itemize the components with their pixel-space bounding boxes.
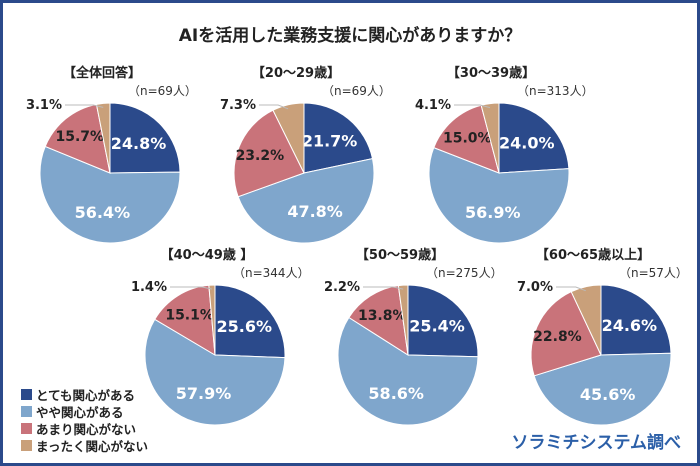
pie-slice — [407, 284, 479, 358]
pie-slice — [233, 109, 305, 198]
sample-size: （n=313人） — [517, 84, 594, 98]
leader-line — [170, 286, 213, 290]
leader-line — [65, 104, 104, 108]
legend-item: やや関心がある — [21, 403, 148, 420]
sample-size: （n=69人） — [128, 84, 197, 98]
pie-slice — [303, 102, 374, 174]
data-label: 56.9% — [465, 203, 521, 222]
pie-title: 【全体回答】 — [63, 65, 141, 81]
legend-label: とても関心がある — [36, 388, 136, 403]
data-label: 25.4% — [409, 317, 465, 336]
pie-slice — [433, 104, 500, 174]
pie-slice — [95, 102, 111, 174]
pie-slice — [498, 102, 570, 174]
data-label: 3.1% — [26, 98, 62, 113]
pie-slice — [208, 284, 216, 356]
pie-title: 【30〜39歳】 — [447, 65, 535, 81]
data-label: 7.3% — [220, 98, 256, 113]
pie-slice — [237, 157, 375, 244]
pie-charts: 【全体回答】 （n=69人） 24.8% 56.4% 15.7% 3.1% 【20〜29歳】… — [26, 65, 688, 426]
data-label: 7.0% — [517, 280, 553, 295]
data-label: 56.4% — [75, 203, 131, 222]
pie-slice — [600, 284, 672, 356]
data-label: 15.7% — [55, 129, 104, 145]
data-label: 22.8% — [533, 329, 582, 345]
legend-item: とても関心がある — [21, 386, 148, 403]
leader-line — [454, 104, 491, 109]
sample-size: （n=69人） — [322, 84, 391, 98]
sample-size: （n=275人） — [426, 266, 503, 280]
pie-title: 【20〜29歳】 — [252, 65, 340, 81]
pie-slice — [533, 352, 672, 426]
chart-title: AIを活用した業務支援に関心がありますか？ — [178, 26, 522, 46]
legend-swatch — [21, 440, 32, 451]
pie-slice — [348, 285, 409, 357]
data-label: 58.6% — [368, 384, 424, 403]
legend-item: あまり関心がない — [21, 420, 148, 437]
data-label: 15.0% — [443, 130, 492, 146]
sample-size: （n=344人） — [233, 266, 310, 280]
pie-title: 【40〜49歳 】 — [161, 247, 254, 263]
data-label: 57.9% — [176, 384, 232, 403]
legend-label: あまり関心がない — [36, 422, 137, 437]
legend-label: まったく関心がない — [36, 439, 149, 454]
data-label: 23.2% — [236, 148, 285, 164]
data-label: 45.6% — [580, 385, 636, 404]
data-label: 47.8% — [287, 202, 343, 221]
data-label: 25.6% — [216, 317, 272, 336]
legend-swatch — [21, 389, 32, 400]
pie-slice — [530, 290, 602, 377]
leader-line — [556, 286, 586, 292]
data-label: 24.6% — [602, 316, 658, 335]
pie-slice — [109, 102, 181, 174]
data-label: 13.8% — [358, 308, 407, 324]
legend-item: まったく関心がない — [21, 437, 148, 454]
pie-slice — [428, 146, 570, 244]
pie-slice — [154, 284, 216, 356]
pie-title: 【60〜65歳以上】 — [536, 247, 650, 263]
leader-line — [363, 286, 404, 290]
legend-label: やや関心がある — [36, 405, 124, 420]
data-label: 4.1% — [415, 98, 451, 113]
leader-line — [259, 104, 289, 110]
data-label: 1.4% — [131, 280, 167, 295]
legend-swatch — [21, 423, 32, 434]
pie-slice — [144, 318, 286, 426]
source-credit: ソラミチシステム調べ — [511, 433, 682, 453]
pie-slice — [397, 284, 409, 356]
pie-slice — [570, 284, 602, 356]
data-label: 15.1% — [165, 308, 214, 324]
data-label: 24.0% — [499, 133, 555, 152]
sample-size: （n=57人） — [619, 266, 688, 280]
data-label: 21.7% — [302, 131, 358, 150]
pie-slice — [272, 102, 305, 174]
data-label: 24.8% — [111, 134, 167, 153]
pie-slice — [214, 284, 286, 359]
pie-title: 【50〜59歳】 — [356, 247, 444, 263]
data-label: 2.2% — [324, 280, 360, 295]
legend: とても関心がある やや関心がある あまり関心がない まったく関心がない — [21, 386, 148, 454]
legend-swatch — [21, 406, 32, 417]
pie-slice — [337, 316, 479, 426]
pie-slice — [39, 145, 181, 244]
